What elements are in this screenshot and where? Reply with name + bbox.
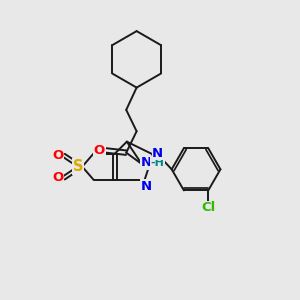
Text: O: O xyxy=(52,149,64,162)
Text: N: N xyxy=(140,180,152,193)
Text: N: N xyxy=(152,147,163,160)
Text: O: O xyxy=(52,171,64,184)
Text: S: S xyxy=(73,159,83,174)
Text: O: O xyxy=(94,144,105,157)
Text: Cl: Cl xyxy=(201,201,215,214)
Text: -H: -H xyxy=(150,158,164,168)
Text: N: N xyxy=(140,156,152,169)
